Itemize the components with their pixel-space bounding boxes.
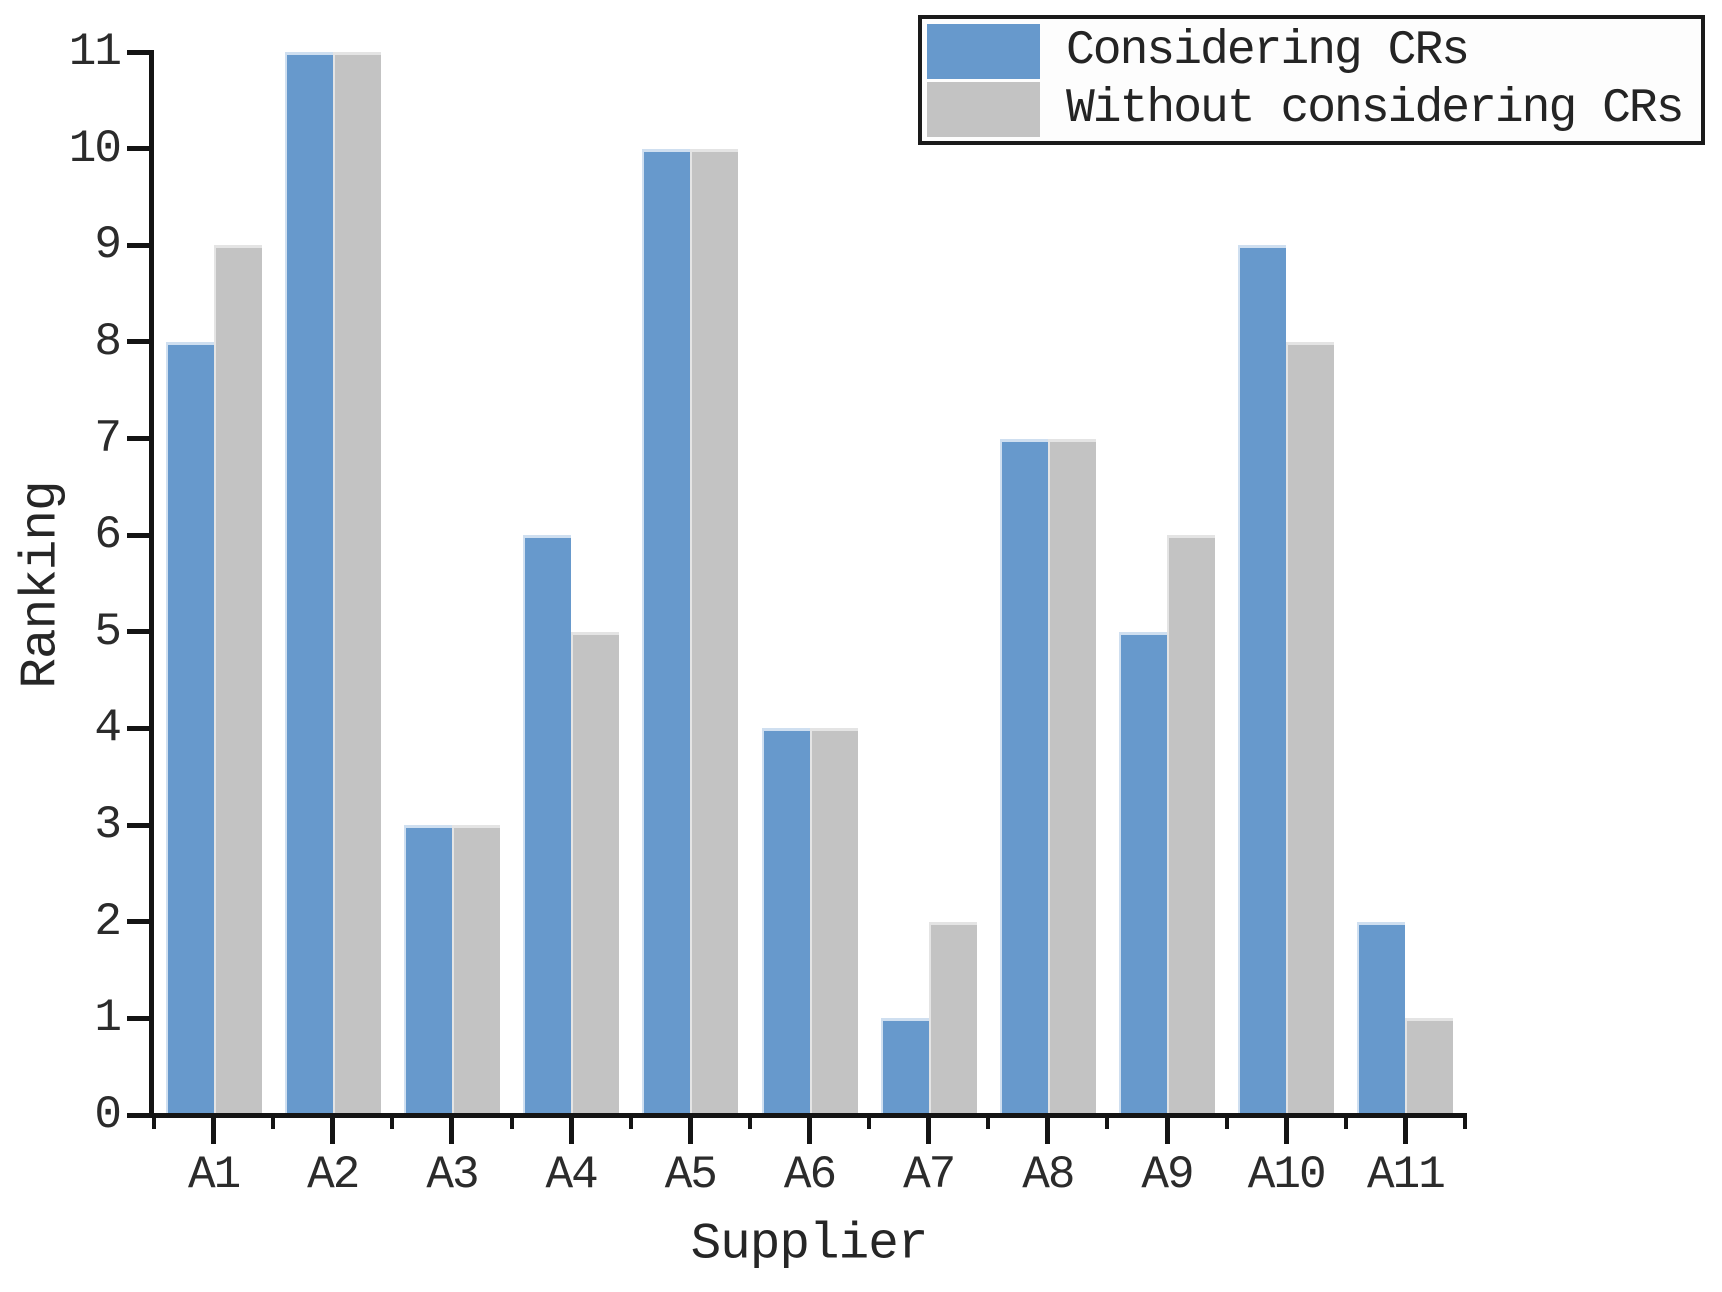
y-tick-label: 6: [94, 509, 122, 562]
x-minor-tick: [1105, 1113, 1110, 1129]
y-tick-label: 4: [94, 702, 122, 755]
x-minor-tick: [271, 1113, 276, 1129]
bar-considering-crs-a11: [1357, 921, 1406, 1115]
y-tick: [127, 629, 149, 635]
x-major-tick: [211, 1113, 217, 1144]
bar-without-considering-crs-a5: [690, 148, 739, 1115]
x-major-tick: [449, 1113, 455, 1144]
x-minor-tick: [390, 1113, 395, 1129]
x-tick-label-a10: A10: [1247, 1149, 1327, 1201]
y-tick: [127, 242, 149, 248]
y-tick: [127, 532, 149, 538]
legend-item-without-considering-crs: Without considering CRs: [927, 81, 1701, 137]
x-minor-tick: [867, 1113, 872, 1129]
y-tick: [127, 146, 149, 152]
y-tick: [127, 1015, 149, 1021]
bar-without-considering-crs-a3: [451, 825, 500, 1115]
x-tick-label-a4: A4: [545, 1149, 599, 1201]
x-tick-label-a5: A5: [664, 1149, 718, 1201]
x-tick-label-a6: A6: [783, 1149, 837, 1201]
bar-without-considering-crs-a2: [332, 52, 381, 1115]
y-tick-label: 10: [68, 122, 122, 175]
x-minor-tick: [509, 1113, 514, 1129]
legend-label-considering-crs: Considering CRs: [1066, 24, 1470, 78]
bar-considering-crs-a4: [523, 535, 572, 1115]
x-tick-label-a2: A2: [307, 1149, 360, 1201]
bar-considering-crs-a7: [880, 1018, 929, 1115]
x-major-tick: [926, 1113, 932, 1144]
bar-without-considering-crs-a10: [1286, 341, 1335, 1115]
x-major-tick: [1045, 1113, 1051, 1144]
x-major-tick: [568, 1113, 574, 1144]
x-minor-tick: [152, 1113, 156, 1129]
bar-considering-crs-a5: [642, 148, 691, 1115]
bar-without-considering-crs-a7: [928, 921, 977, 1115]
y-tick: [127, 436, 149, 442]
bar-without-considering-crs-a6: [809, 728, 858, 1115]
x-minor-tick: [986, 1113, 991, 1129]
y-tick-label: 7: [94, 412, 122, 465]
y-tick-label: 8: [94, 315, 122, 368]
x-tick-label-a9: A9: [1141, 1149, 1194, 1201]
bar-without-considering-crs-a11: [1405, 1018, 1454, 1115]
bar-without-considering-crs-a8: [1047, 438, 1096, 1115]
x-minor-tick: [1224, 1113, 1229, 1129]
bar-considering-crs-a6: [761, 728, 810, 1115]
x-minor-tick: [747, 1113, 752, 1129]
bar-considering-crs-a9: [1119, 631, 1168, 1115]
bar-considering-crs-a1: [165, 341, 214, 1115]
y-tick-label: 2: [94, 895, 122, 948]
y-tick: [127, 725, 149, 731]
x-tick-label-a7: A7: [903, 1149, 956, 1201]
x-major-tick: [687, 1113, 693, 1144]
x-major-tick: [1283, 1113, 1289, 1144]
y-tick: [127, 49, 149, 55]
x-tick-label-a1: A1: [187, 1149, 241, 1201]
bar-considering-crs-a2: [284, 52, 333, 1115]
y-tick: [127, 919, 149, 925]
y-tick-label: 5: [94, 605, 122, 658]
bar-considering-crs-a8: [999, 438, 1048, 1115]
bar-considering-crs-a10: [1238, 245, 1287, 1115]
x-minor-tick: [1343, 1113, 1348, 1129]
x-major-tick: [1402, 1113, 1408, 1144]
bar-considering-crs-a3: [403, 825, 452, 1115]
x-tick-label-a8: A8: [1022, 1149, 1075, 1201]
x-major-tick: [807, 1113, 812, 1144]
y-tick: [127, 822, 149, 828]
y-axis-label: Ranking: [13, 481, 71, 689]
bar-without-considering-crs-a9: [1167, 535, 1216, 1115]
legend-swatch-considering-crs: [927, 23, 1040, 79]
y-tick-label: 1: [94, 992, 122, 1045]
x-tick-label-a11: A11: [1366, 1149, 1446, 1201]
y-tick-label: 9: [94, 219, 122, 272]
bar-without-considering-crs-a4: [571, 631, 620, 1115]
y-tick-label: 0: [94, 1089, 122, 1141]
legend-item-considering-crs: Considering CRs: [927, 23, 1701, 79]
y-tick-label: 3: [94, 799, 122, 852]
legend: Considering CRs Without considering CRs: [918, 15, 1705, 145]
x-major-tick: [1164, 1113, 1170, 1144]
y-tick-label: 11: [68, 26, 122, 78]
y-tick: [127, 1112, 149, 1118]
x-minor-tick: [628, 1113, 633, 1129]
y-tick: [127, 339, 149, 345]
bar-without-considering-crs-a1: [213, 245, 262, 1115]
x-tick-label-a3: A3: [426, 1149, 479, 1201]
y-axis-spine: [149, 50, 154, 1118]
x-major-tick: [330, 1113, 336, 1144]
x-axis-label: Supplier: [690, 1216, 929, 1274]
x-minor-tick: [1463, 1113, 1467, 1129]
legend-label-without-considering-crs: Without considering CRs: [1066, 82, 1685, 136]
legend-swatch-without-considering-crs: [927, 81, 1040, 137]
